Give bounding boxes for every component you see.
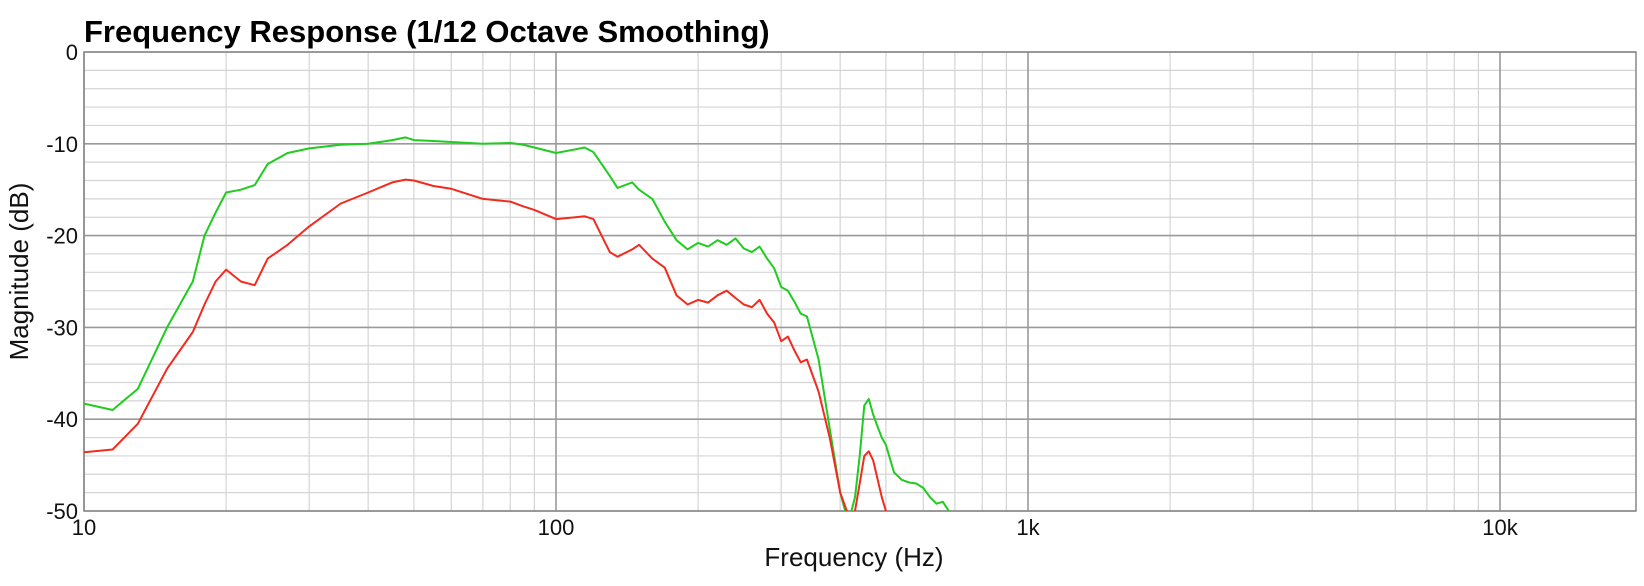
y-tick-label: -30 <box>46 315 78 340</box>
x-axis-label: Frequency (Hz) <box>764 542 943 572</box>
y-tick-label: -40 <box>46 407 78 432</box>
x-tick-label: 100 <box>538 515 575 540</box>
y-tick-labels: 0 -10 -20 -30 -40 -50 <box>46 40 78 524</box>
y-tick-label: -20 <box>46 224 78 249</box>
x-tick-label: 1k <box>1016 515 1040 540</box>
series-line-2 <box>84 180 890 521</box>
frequency-response-chart: 10 100 1k 10k 0-10-20-30-40-50 Frequency (H… <box>0 0 1644 586</box>
y-tick-label: 0 <box>66 40 78 65</box>
series-layer <box>84 137 949 520</box>
x-tick-labels: 10 100 1k 10k <box>72 515 1519 540</box>
y-tick-label: -50 <box>46 499 78 524</box>
series-line-1 <box>84 137 949 515</box>
y-tick-label: -10 <box>46 132 78 157</box>
x-tick-label: 10k <box>1482 515 1518 540</box>
y-axis-label: Magnitude (dB) <box>4 183 34 361</box>
